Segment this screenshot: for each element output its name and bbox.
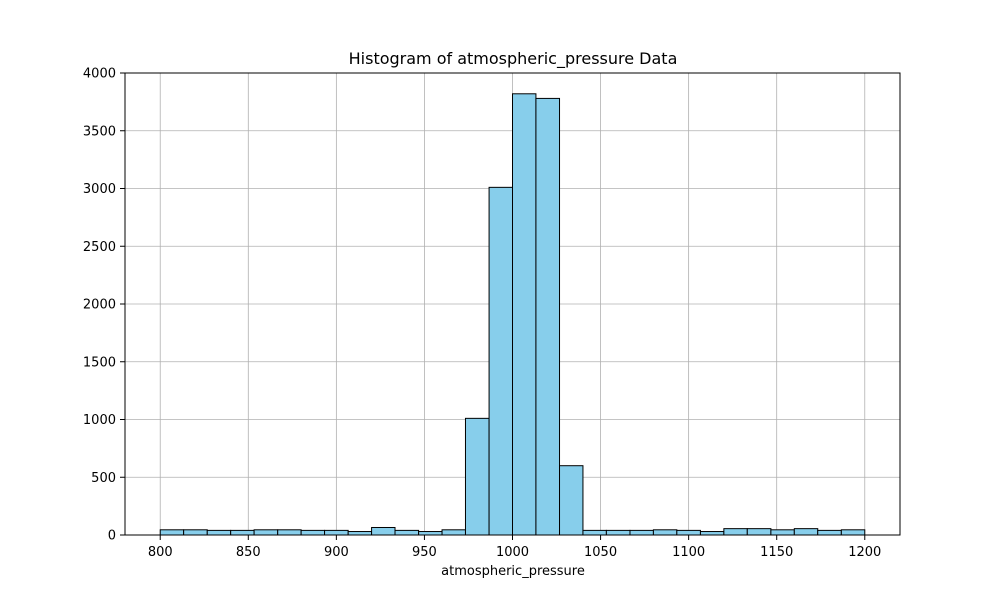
x-axis-ticks: 800 850 900 950 1000 1050 1100 1150 1200 bbox=[148, 535, 881, 560]
y-tick-label: 2500 bbox=[83, 240, 116, 255]
histogram-bar bbox=[464, 417, 490, 536]
histogram-bar bbox=[699, 531, 725, 536]
histogram-bars bbox=[159, 93, 866, 536]
histogram-bar bbox=[770, 529, 795, 536]
histogram-bar bbox=[230, 529, 255, 536]
y-axis-ticks: 0 500 1000 1500 2000 2500 3000 3500 4000 bbox=[83, 67, 125, 544]
histogram-bar bbox=[793, 528, 819, 536]
histogram-bar bbox=[277, 529, 302, 536]
x-tick-label: 1000 bbox=[496, 545, 529, 560]
y-tick-label: 1500 bbox=[83, 355, 116, 370]
y-tick-label: 0 bbox=[108, 529, 116, 544]
y-tick-label: 4000 bbox=[83, 67, 116, 82]
histogram-bar bbox=[159, 529, 185, 536]
histogram-bar bbox=[206, 529, 232, 536]
histogram-bar bbox=[582, 529, 607, 536]
x-axis-label: atmospheric_pressure bbox=[441, 564, 585, 579]
histogram-bar bbox=[605, 529, 631, 536]
histogram-bar bbox=[253, 529, 279, 536]
histogram-bar bbox=[817, 529, 842, 536]
y-tick-label: 2000 bbox=[83, 298, 116, 313]
histogram-bar bbox=[183, 529, 208, 536]
histogram-bar bbox=[723, 528, 748, 536]
x-tick-label: 1050 bbox=[584, 545, 617, 560]
y-tick-label: 1000 bbox=[83, 413, 116, 428]
histogram-bar bbox=[418, 531, 443, 536]
y-tick-label: 3000 bbox=[83, 182, 116, 197]
y-tick-label: 3500 bbox=[83, 124, 116, 139]
histogram-bar bbox=[371, 526, 396, 536]
histogram-bar bbox=[746, 528, 772, 536]
histogram-bar bbox=[324, 529, 349, 536]
histogram-bar bbox=[300, 529, 326, 536]
histogram-bar bbox=[347, 531, 373, 536]
histogram-bar bbox=[512, 93, 537, 536]
histogram-bar bbox=[535, 97, 561, 536]
histogram-bar bbox=[676, 529, 701, 536]
histogram-bar bbox=[394, 529, 420, 536]
y-tick-label: 500 bbox=[91, 471, 116, 486]
x-tick-label: 850 bbox=[236, 545, 261, 560]
histogram-bar bbox=[652, 529, 678, 536]
histogram-bar bbox=[441, 529, 466, 536]
x-tick-label: 1100 bbox=[672, 545, 705, 560]
histogram-bar bbox=[488, 186, 513, 536]
x-tick-label: 950 bbox=[412, 545, 437, 560]
x-tick-label: 1150 bbox=[760, 545, 793, 560]
histogram-bar bbox=[559, 465, 584, 536]
x-tick-label: 800 bbox=[148, 545, 173, 560]
chart-title: Histogram of atmospheric_pressure Data bbox=[349, 49, 678, 69]
histogram-bar bbox=[840, 529, 866, 536]
x-tick-label: 900 bbox=[324, 545, 349, 560]
x-tick-label: 1200 bbox=[848, 545, 881, 560]
histogram-bar bbox=[629, 529, 654, 536]
